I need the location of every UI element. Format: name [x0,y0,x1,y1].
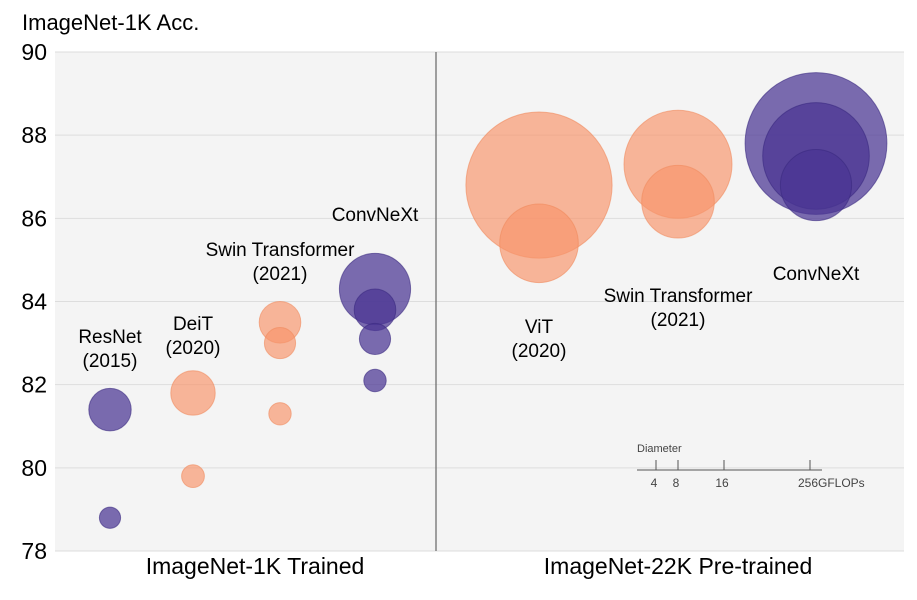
bubble-swin-transformer [263,326,297,360]
model-label-year: (2020) [166,338,221,359]
model-label-name: ViT [525,317,554,338]
model-labels: ResNet (2015) DeiT (2020) Swin Transformer (2… [78,205,860,372]
y-tick-label: 82 [21,372,47,398]
model-label-year: (2021) [253,264,308,285]
model-label-name: Swin Transformer [604,286,754,307]
y-tick-label: 84 [21,289,47,315]
panel-label-imagenet-22k: ImageNet-22K Pre-trained [544,553,812,579]
model-label-year: (2021) [651,310,706,331]
bubble-deit [170,370,216,416]
model-label-name: DeiT [173,314,214,335]
panel-label-imagenet-1k: ImageNet-1K Trained [146,553,365,579]
bubble-swin-transformer [268,402,292,426]
model-label-name: ConvNeXt [773,264,860,285]
model-label-year: (2015) [83,351,138,372]
bubble-convnext [363,368,387,393]
size-legend-tick-label: 4 [651,476,658,490]
bubble-resnet [88,387,132,432]
size-legend-tick-label: 8 [673,476,680,490]
y-axis-label: ImageNet-1K Acc. [22,10,199,35]
bubbles [88,72,888,529]
model-label-name: ConvNeXt [332,205,419,226]
bubble-convnext [358,322,392,356]
bubble-deit [181,464,205,489]
size-legend-tick-label: 16 [715,476,729,490]
bubble-swin-transformer [641,164,715,239]
size-legend-title: Diameter [637,443,682,455]
bubble-resnet [98,506,122,529]
y-tick-label: 78 [21,538,47,564]
bubble-convnext [779,148,853,222]
y-tick-label: 88 [21,122,47,148]
y-tick-label: 90 [21,39,47,65]
y-tick-label: 80 [21,455,47,481]
model-label-year: (2020) [512,341,567,362]
model-label-name: Swin Transformer [206,240,356,261]
model-label-name: ResNet [78,327,142,348]
size-legend-unit: GFLOPs [818,476,865,490]
y-tick-labels: 78 80 82 84 86 88 90 [21,39,47,564]
size-legend: Diameter 4 8 16 256 GFLOPs [637,443,865,490]
size-legend-tick-label: 256 [798,476,818,490]
bubble-vit [499,203,579,284]
y-tick-label: 86 [21,205,47,231]
